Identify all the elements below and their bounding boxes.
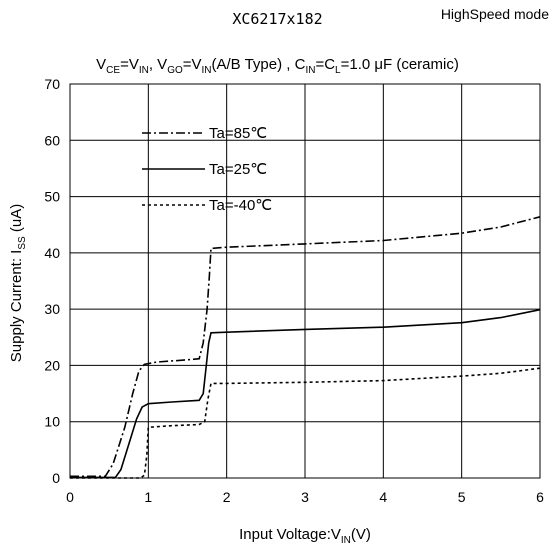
y-axis-label: Supply Current: ISS (uA)	[8, 204, 28, 362]
legend: Ta=85℃ Ta=25℃ Ta=-40℃	[142, 125, 272, 214]
y-tick-label: 70	[44, 76, 60, 92]
y-tick-label: 0	[52, 470, 60, 486]
cond-type: (A/B Type) , C	[211, 56, 306, 73]
y-tick-label: 20	[44, 357, 60, 373]
series-line-1	[70, 308, 541, 479]
x-tick-label: 2	[223, 489, 231, 505]
series-lines	[70, 216, 541, 479]
cond-vgo-eq-sub: IN	[201, 65, 212, 76]
y-tick-label: 10	[44, 414, 60, 430]
x-axis-label-sub: IN	[340, 535, 351, 546]
x-tick-label: 0	[66, 489, 74, 505]
x-tick-label: 1	[144, 489, 152, 505]
cond-vce-sub: CE	[106, 65, 121, 76]
y-tick-label: 50	[44, 189, 60, 205]
cond-cin-sub: IN	[305, 65, 316, 76]
y-tick-label: 40	[44, 245, 60, 261]
y-axis-label-sub: SS	[17, 236, 28, 250]
x-axis-label-text: Input Voltage:V	[239, 526, 341, 543]
x-tick-label: 5	[458, 489, 466, 505]
y-tick-label: 60	[44, 132, 60, 148]
plot-frame	[69, 83, 541, 479]
cond-cl-sub: L	[335, 65, 341, 76]
series-line-0	[70, 216, 541, 478]
x-tick-label: 3	[301, 489, 309, 505]
cond-vgo-sub: GO	[167, 65, 183, 76]
cond-vce: V	[96, 56, 107, 73]
x-tick-label: 6	[536, 489, 544, 505]
y-axis-label-unit: (uA)	[8, 203, 25, 237]
cond-vce-eq: =V	[120, 56, 139, 73]
cond-cl-eq: =C	[315, 56, 336, 73]
legend-label-1: Ta=25℃	[209, 161, 267, 178]
grid	[70, 84, 540, 478]
test-conditions: VCE=VIN, VGO=VIN(A/B Type) , CIN=CL=1.0 …	[0, 56, 555, 76]
series-line-2	[70, 367, 541, 479]
cond-vgo: , V	[148, 56, 168, 73]
legend-label-0: Ta=85℃	[209, 125, 267, 142]
chart-subtitle-mode: HighSpeed mode	[440, 6, 549, 22]
x-tick-label: 4	[379, 489, 387, 505]
y-tick-label: 30	[44, 301, 60, 317]
x-axis-label: Input Voltage:VIN(V)	[70, 526, 540, 546]
cond-vce-eq-sub: IN	[138, 65, 149, 76]
legend-label-2: Ta=-40℃	[209, 197, 272, 214]
chart-title: XC6217x182	[232, 10, 323, 28]
x-axis-label-unit: (V)	[350, 526, 371, 543]
cond-vgo-eq: =V	[182, 56, 202, 73]
y-axis-label-text: Supply Current: I	[8, 249, 25, 363]
cond-tail: =1.0 μF (ceramic)	[340, 56, 459, 73]
